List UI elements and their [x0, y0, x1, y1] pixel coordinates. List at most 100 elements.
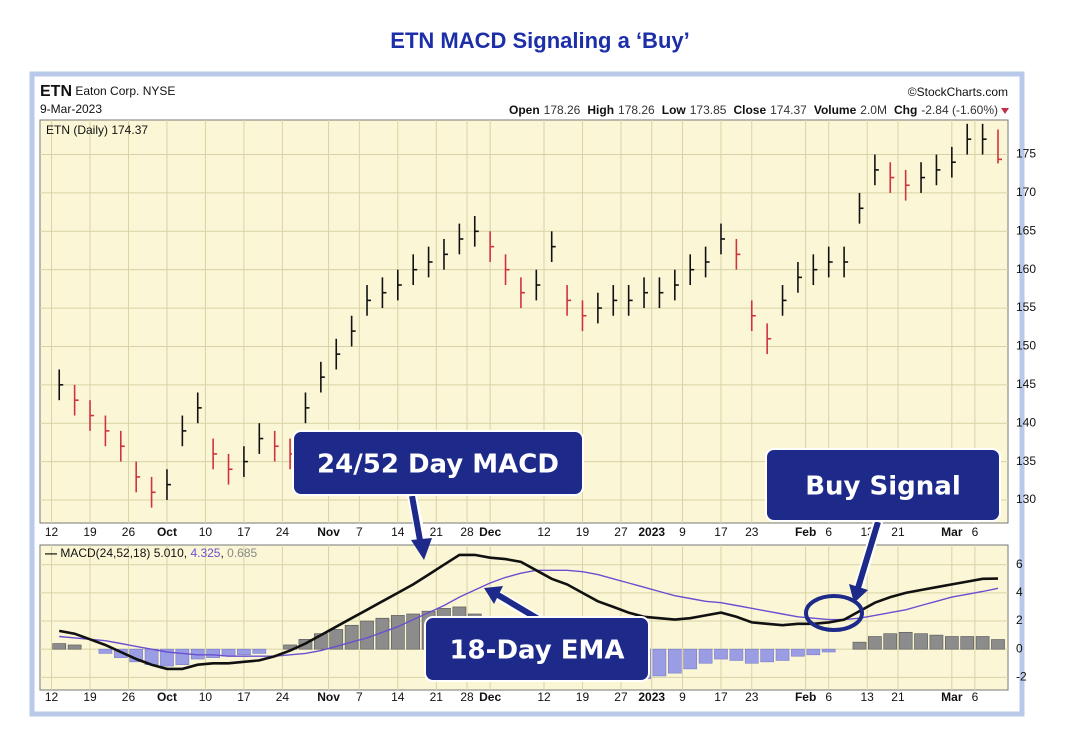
y-tick-label: 160	[1016, 262, 1036, 276]
histogram-bar	[667, 648, 682, 674]
x-tick-label: Nov	[317, 525, 340, 539]
x-tick-label: 9	[679, 525, 686, 539]
x-tick-label: 19	[576, 525, 590, 539]
legend-macd: 5.010	[154, 546, 184, 560]
histogram-bar	[852, 641, 867, 650]
page-title: ETN MACD Signaling a ‘Buy’	[390, 28, 689, 53]
x-tick-label: 6	[825, 525, 832, 539]
y-tick-label: 145	[1016, 377, 1036, 391]
quote-label: Low	[662, 103, 687, 117]
x-tick-label: 12	[537, 690, 551, 704]
macd-legend: — MACD(24,52,18) 5.010, 4.325, 0.685	[45, 546, 257, 560]
quote-value: -2.84 (-1.60%)	[921, 103, 998, 117]
quote-label: Open	[509, 103, 540, 117]
histogram-bar	[821, 648, 836, 653]
x-tick-label: 24	[276, 525, 290, 539]
x-tick-label: 27	[614, 525, 628, 539]
y-tick-label: 4	[1016, 585, 1023, 599]
legend-signal: 4.325	[190, 546, 220, 560]
histogram-bar	[360, 620, 374, 650]
histogram-bar	[729, 648, 744, 661]
x-tick-label: Oct	[157, 525, 177, 539]
x-tick-label: Mar	[941, 525, 963, 539]
x-tick-label: 17	[237, 690, 251, 704]
x-tick-label: 6	[972, 525, 979, 539]
x-tick-label: 19	[83, 525, 97, 539]
legend-hist: 0.685	[227, 546, 257, 560]
x-tick-label: Dec	[479, 690, 501, 704]
callout-text: 24/52 Day MACD	[317, 450, 559, 480]
quote-value: 2.0M	[860, 103, 887, 117]
y-tick-label: 175	[1016, 147, 1036, 161]
callout-box	[765, 448, 1001, 522]
histogram-bar	[744, 648, 759, 664]
y-tick-label: 150	[1016, 339, 1036, 353]
histogram-bar	[806, 648, 821, 656]
y-tick-label: 0	[1016, 641, 1023, 655]
price-label: ETN (Daily) 174.37	[46, 123, 148, 137]
histogram-bar	[944, 636, 959, 650]
histogram-bar	[52, 643, 67, 650]
symbol: ETN	[40, 83, 72, 100]
histogram-bar	[175, 648, 190, 665]
x-tick-label: 7	[356, 690, 363, 704]
x-tick-label: Feb	[795, 525, 816, 539]
histogram-bar	[375, 617, 390, 650]
x-tick-label: 27	[614, 690, 628, 704]
y-tick-label: -2	[1016, 670, 1027, 684]
header-date: 9-Mar-2023	[40, 102, 102, 116]
x-tick-label: 28	[460, 525, 474, 539]
y-tick-label: 2	[1016, 613, 1023, 627]
x-tick-label: Dec	[479, 525, 501, 539]
histogram-bar	[929, 634, 944, 650]
y-tick-label: 170	[1016, 185, 1036, 199]
y-tick-label: 6	[1016, 557, 1023, 571]
x-tick-label: 12	[45, 525, 59, 539]
histogram-bar	[791, 648, 805, 657]
histogram-bar	[67, 644, 82, 650]
x-tick-label: Nov	[317, 690, 340, 704]
quote-line: Open 178.26 High 178.26 Low 173.85 Close 174.37…	[509, 103, 998, 117]
callout-box	[292, 430, 584, 496]
x-tick-label: 17	[714, 690, 728, 704]
x-tick-label: 23	[745, 525, 759, 539]
x-tick-label: 23	[745, 690, 759, 704]
histogram-bar	[898, 631, 913, 650]
x-tick-label: 14	[391, 690, 405, 704]
quote-label: High	[587, 103, 614, 117]
buy-circle	[804, 594, 864, 632]
x-tick-label: 12	[537, 525, 551, 539]
histogram-bar	[98, 648, 113, 654]
x-tick-label: 21	[430, 690, 444, 704]
histogram-bar	[652, 648, 667, 677]
histogram-bar	[760, 648, 774, 663]
histogram-bar	[775, 648, 790, 661]
x-tick-label: Mar	[941, 690, 963, 704]
y-tick-label: 165	[1016, 223, 1036, 237]
x-tick-label: 12	[45, 690, 59, 704]
down-arrow	[1001, 108, 1009, 114]
histogram-bar	[237, 648, 251, 656]
quote-value: 178.26	[618, 103, 655, 117]
histogram-bar	[344, 624, 359, 650]
histogram-bar	[329, 629, 344, 650]
legend-name: MACD(24,52,18)	[60, 546, 150, 560]
y-tick-label: 140	[1016, 415, 1036, 429]
histogram-bar	[914, 633, 928, 650]
histogram-bar	[390, 615, 405, 650]
exchange: NYSE	[143, 84, 176, 98]
x-tick-label: 6	[825, 690, 832, 704]
legend-dash: —	[45, 546, 57, 560]
histogram-bar	[714, 648, 728, 660]
quote-label: Volume	[814, 103, 857, 117]
x-tick-label: 19	[576, 690, 590, 704]
x-tick-label: 10	[199, 690, 213, 704]
histogram-bar	[991, 639, 1005, 650]
x-tick-label: 13	[861, 690, 875, 704]
callout-text: Buy Signal	[805, 472, 961, 502]
histogram-bar	[252, 648, 267, 654]
macd-line	[58, 553, 999, 671]
x-tick-label: 21	[430, 525, 444, 539]
x-tick-label: 24	[276, 690, 290, 704]
